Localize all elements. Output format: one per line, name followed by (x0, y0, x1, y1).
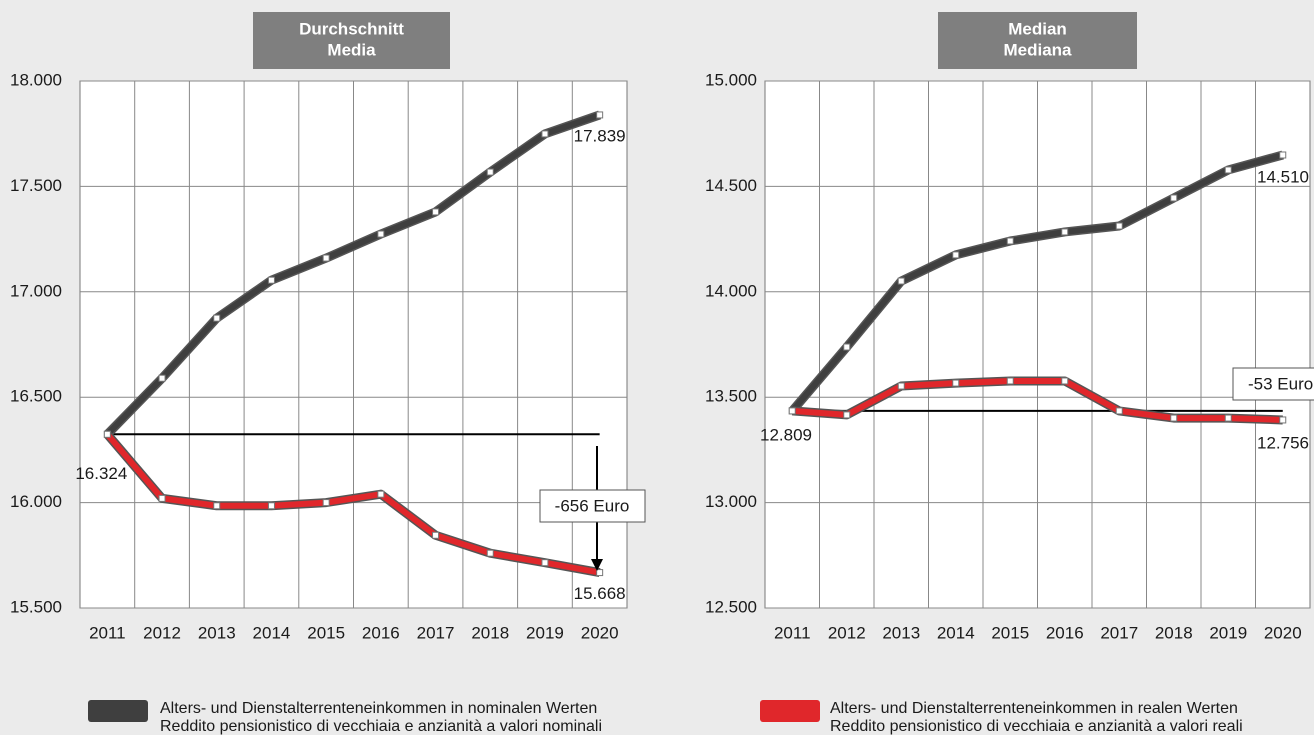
annotation: 12.756 (1257, 433, 1309, 452)
x-tick-label: 2019 (1209, 623, 1247, 642)
chart-title: Median (1008, 19, 1067, 38)
x-tick-label: 2017 (417, 623, 455, 642)
annotation-box (539, 489, 646, 523)
point-marker (1115, 407, 1123, 415)
x-tick-label: 2015 (307, 623, 345, 642)
x-tick-label: 2015 (991, 623, 1029, 642)
x-tick-label: 2012 (143, 623, 181, 642)
value-label: 15.668 (574, 584, 626, 603)
point-marker (486, 549, 494, 557)
point-marker (213, 502, 221, 510)
x-tick-label: 2013 (882, 623, 920, 642)
point-marker (322, 499, 330, 507)
y-tick-label: 15.000 (705, 70, 757, 89)
point-marker (952, 379, 960, 387)
x-tick-label: 2014 (253, 623, 291, 642)
point-marker (1170, 414, 1178, 422)
legend-swatch (760, 700, 820, 722)
point-marker (377, 230, 385, 238)
x-tick-label: 2017 (1100, 623, 1138, 642)
point-marker (213, 314, 221, 322)
y-tick-label: 14.500 (705, 176, 757, 195)
chart-title: Durchschnitt (299, 19, 404, 38)
point-marker (843, 343, 851, 351)
point-marker (1006, 377, 1014, 385)
point-marker (1170, 194, 1178, 202)
point-marker (1061, 228, 1069, 236)
legend-swatch (88, 700, 148, 722)
y-tick-label: 12.500 (705, 597, 757, 616)
point-marker (103, 430, 111, 438)
annotation: -53 Euro (1248, 374, 1313, 393)
title-box (253, 12, 450, 69)
x-tick-label: 2016 (362, 623, 400, 642)
point-marker (267, 502, 275, 510)
value-label: 16.324 (75, 464, 127, 483)
y-tick-label: 15.500 (10, 597, 62, 616)
x-tick-label: 2011 (89, 623, 126, 642)
point-marker (432, 531, 440, 539)
point-marker (843, 411, 851, 419)
series-line (105, 432, 601, 576)
y-tick-label: 18.000 (10, 70, 62, 89)
point-marker (1006, 237, 1014, 245)
series-line (105, 112, 601, 437)
point-marker (596, 111, 604, 119)
annotation: -656 Euro (555, 496, 630, 515)
y-tick-label: 16.500 (10, 387, 62, 406)
x-tick-label: 2018 (471, 623, 509, 642)
point-marker (541, 130, 549, 138)
point-marker (788, 407, 796, 415)
x-tick-label: 2016 (1046, 623, 1084, 642)
point-marker (897, 382, 905, 390)
point-marker (897, 277, 905, 285)
x-tick-label: 2013 (198, 623, 236, 642)
x-tick-label: 2011 (774, 623, 811, 642)
y-tick-label: 17.000 (10, 281, 62, 300)
x-tick-label: 2020 (1264, 623, 1302, 642)
point-marker (1061, 377, 1069, 385)
point-marker (322, 254, 330, 262)
y-tick-label: 17.500 (10, 176, 62, 195)
value-label: 17.839 (574, 126, 626, 145)
x-tick-label: 2014 (937, 623, 975, 642)
point-marker (1279, 151, 1287, 159)
annotation: 14.510 (1257, 167, 1309, 186)
x-tick-label: 2018 (1155, 623, 1193, 642)
point-marker (596, 569, 604, 577)
point-marker (1224, 166, 1232, 174)
x-tick-label: 2019 (526, 623, 564, 642)
y-tick-label: 16.000 (10, 492, 62, 511)
point-marker (486, 168, 494, 176)
annotation-box (1232, 367, 1314, 401)
point-marker (952, 251, 960, 259)
series-line (792, 377, 1283, 423)
annotation: 12.809 (760, 425, 812, 444)
legend-label: Reddito pensionistico di vecchiaia e anz… (830, 718, 1243, 735)
legend-label: Alters- und Dienstalterrenteneinkommen i… (160, 700, 597, 717)
point-marker (267, 276, 275, 284)
title-box (938, 12, 1137, 69)
y-tick-label: 13.000 (705, 492, 757, 511)
chart-subtitle: Mediana (1003, 40, 1072, 59)
point-marker (1279, 416, 1287, 424)
y-tick-label: 14.000 (705, 281, 757, 300)
point-marker (1115, 222, 1123, 230)
legend-label: Alters- und Dienstalterrenteneinkommen i… (830, 700, 1238, 717)
series-line (789, 152, 1284, 413)
x-tick-label: 2020 (581, 623, 619, 642)
y-tick-label: 13.500 (705, 387, 757, 406)
point-marker (158, 494, 166, 502)
x-tick-label: 2012 (828, 623, 866, 642)
point-marker (377, 490, 385, 498)
point-marker (1224, 414, 1232, 422)
point-marker (541, 559, 549, 567)
point-marker (158, 374, 166, 382)
point-marker (432, 208, 440, 216)
chart-subtitle: Media (327, 40, 376, 59)
legend-label: Reddito pensionistico di vecchiaia e anz… (160, 718, 602, 735)
